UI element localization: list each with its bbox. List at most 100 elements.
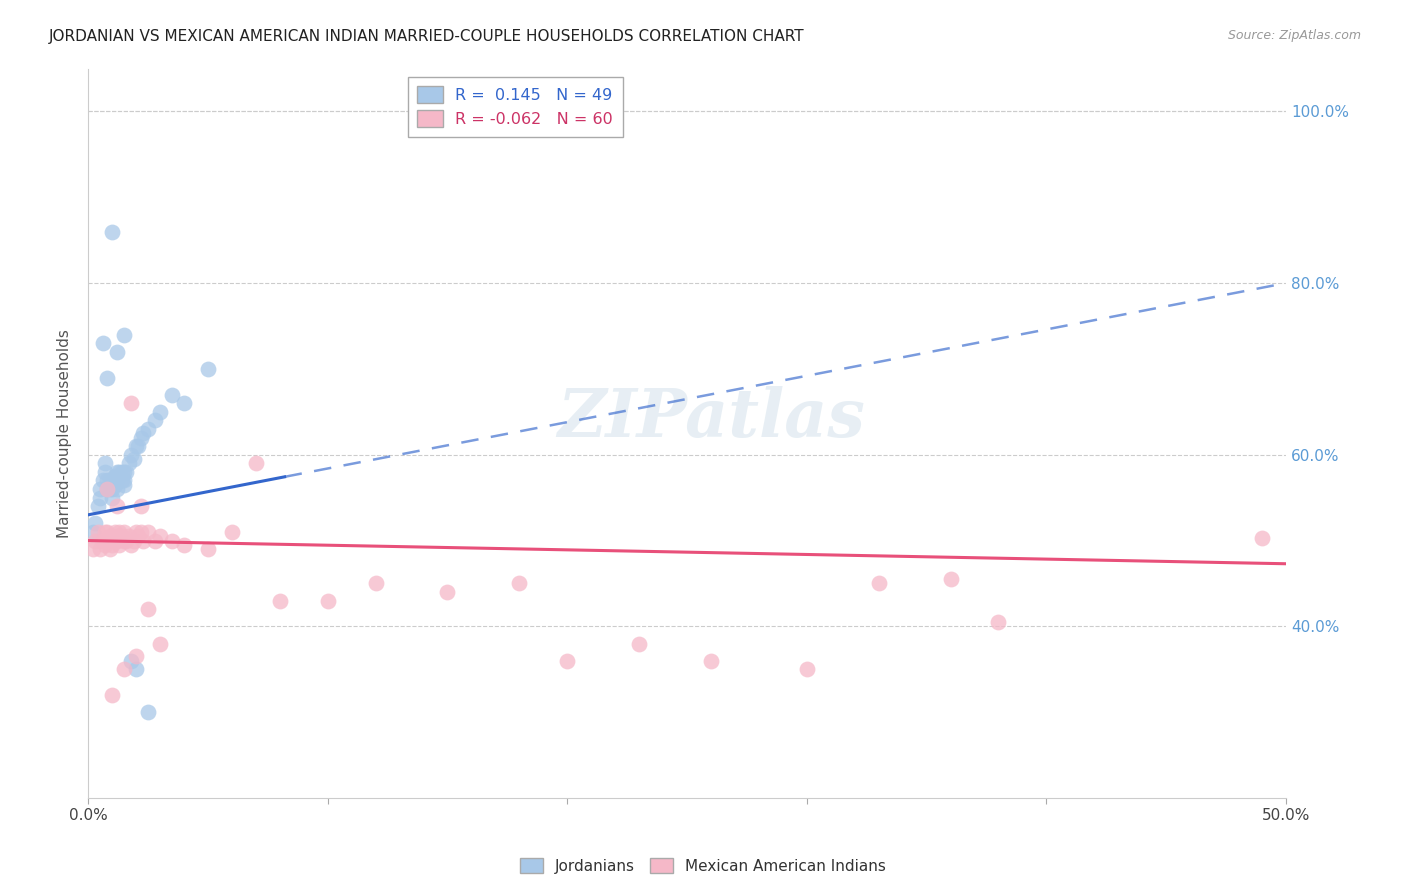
Point: [160, 387, 183, 401]
Point: [127, 529, 149, 543]
Point: [122, 452, 145, 467]
Point: [120, 396, 142, 410]
Point: [149, 636, 172, 650]
Point: [82, 542, 104, 557]
Text: ZIPatlas: ZIPatlas: [557, 386, 865, 451]
Point: [101, 688, 124, 702]
Legend: Jordanians, Mexican American Indians: Jordanians, Mexican American Indians: [513, 852, 893, 880]
Point: [555, 654, 578, 668]
Point: [91, 533, 114, 548]
Point: [96, 482, 118, 496]
Point: [101, 529, 124, 543]
Point: [125, 439, 148, 453]
Point: [112, 524, 135, 539]
Point: [89, 491, 111, 505]
Point: [132, 426, 155, 441]
Point: [105, 500, 128, 514]
Point: [269, 593, 291, 607]
Point: [118, 529, 141, 543]
Point: [125, 524, 148, 539]
Point: [98, 474, 121, 488]
Point: [105, 482, 128, 496]
Point: [1251, 531, 1274, 545]
Point: [939, 572, 962, 586]
Point: [125, 662, 148, 676]
Point: [197, 542, 219, 557]
Point: [89, 542, 111, 557]
Point: [98, 542, 121, 557]
Y-axis label: Married-couple Households: Married-couple Households: [58, 329, 72, 538]
Point: [173, 538, 195, 552]
Point: [149, 529, 172, 543]
Point: [868, 576, 890, 591]
Point: [96, 533, 118, 548]
Point: [108, 465, 131, 479]
Point: [173, 396, 195, 410]
Point: [96, 524, 118, 539]
Point: [112, 327, 135, 342]
Point: [101, 491, 124, 505]
Point: [101, 482, 124, 496]
Point: [108, 538, 131, 552]
Point: [129, 431, 152, 445]
Point: [122, 533, 145, 548]
Point: [105, 529, 128, 543]
Point: [94, 465, 117, 479]
Point: [700, 654, 723, 668]
Point: [91, 474, 114, 488]
Point: [143, 413, 166, 427]
Point: [508, 576, 530, 591]
Text: JORDANIAN VS MEXICAN AMERICAN INDIAN MARRIED-COUPLE HOUSEHOLDS CORRELATION CHART: JORDANIAN VS MEXICAN AMERICAN INDIAN MAR…: [49, 29, 804, 44]
Point: [120, 448, 142, 462]
Point: [115, 533, 138, 548]
Point: [136, 705, 159, 719]
Point: [94, 524, 117, 539]
Point: [221, 524, 243, 539]
Point: [987, 615, 1010, 629]
Point: [143, 533, 166, 548]
Point: [136, 524, 159, 539]
Point: [89, 482, 111, 496]
Point: [105, 533, 128, 548]
Point: [197, 362, 219, 376]
Point: [120, 654, 142, 668]
Point: [160, 533, 183, 548]
Point: [112, 662, 135, 676]
Point: [96, 370, 118, 384]
Point: [87, 524, 110, 539]
Point: [94, 456, 117, 470]
Point: [105, 465, 128, 479]
Point: [115, 465, 138, 479]
Point: [105, 344, 128, 359]
Point: [96, 482, 118, 496]
Point: [101, 538, 124, 552]
Point: [103, 524, 125, 539]
Point: [628, 636, 651, 650]
Point: [118, 456, 141, 470]
Point: [136, 602, 159, 616]
Point: [94, 538, 117, 552]
Point: [101, 225, 124, 239]
Point: [105, 474, 128, 488]
Point: [111, 474, 134, 488]
Point: [84, 516, 107, 531]
Point: [84, 533, 107, 548]
Point: [96, 474, 118, 488]
Point: [98, 482, 121, 496]
Point: [129, 524, 152, 539]
Point: [112, 474, 135, 488]
Point: [125, 649, 148, 664]
Point: [132, 533, 155, 548]
Point: [316, 593, 339, 607]
Point: [103, 477, 125, 491]
Point: [364, 576, 387, 591]
Point: [127, 439, 149, 453]
Point: [98, 529, 121, 543]
Legend: R =  0.145   N = 49, R = -0.062   N = 60: R = 0.145 N = 49, R = -0.062 N = 60: [408, 77, 623, 136]
Point: [112, 465, 135, 479]
Point: [129, 500, 152, 514]
Point: [87, 500, 110, 514]
Point: [108, 524, 131, 539]
Point: [120, 538, 142, 552]
Point: [103, 469, 125, 483]
